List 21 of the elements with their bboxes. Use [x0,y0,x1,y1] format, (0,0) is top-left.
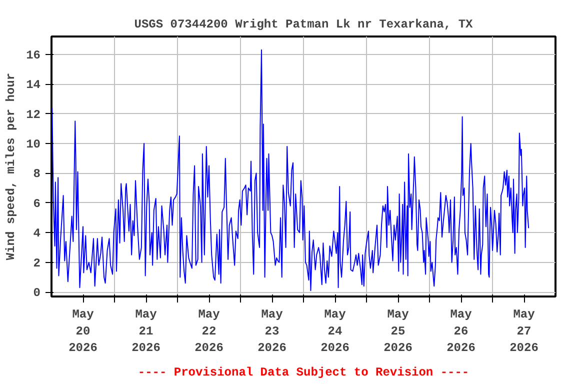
text: ---- Provisional Data Subject to Revision ---- [138,366,470,380]
x-tick-label: May 20 2026 [68,308,98,356]
y-tick-label: 6 [33,196,40,211]
y-tick-label: 10 [26,137,41,152]
y-tick-label: 16 [26,48,41,62]
x-tick-label: May 23 2026 [258,308,286,356]
y-tick-label: 8 [33,167,40,182]
x-tick-label: May 21 2026 [132,308,160,356]
x-tick-label: May 27 2026 [510,308,538,356]
y-axis-title: Wind speed, miles per hour [4,72,18,260]
y-tick-label: 2 [33,256,40,270]
y-tick-label: 0 [33,286,40,300]
y-tick-label: 14 [26,78,41,92]
x-tick-label: May 26 2026 [446,308,476,356]
y-tick-label: 4 [33,226,40,241]
x-tick-label: May 25 2026 [384,308,412,356]
x-tick-label: May 22 2026 [194,308,224,356]
chart-title: USGS 07344200 Wright Patman Lk nr Texarkana, TX [134,18,474,32]
line-series [52,49,530,292]
x-tick-label: May 24 2026 [320,308,350,356]
y-tick-label: 12 [26,108,41,122]
